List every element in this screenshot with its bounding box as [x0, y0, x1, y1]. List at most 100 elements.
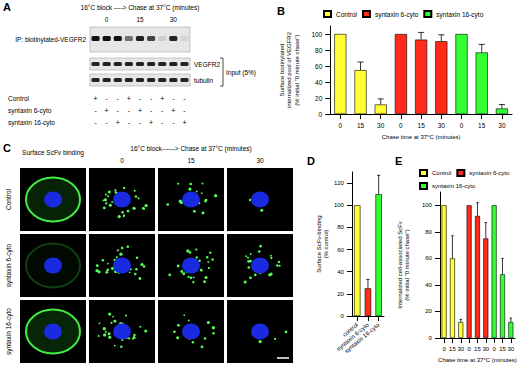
- svg-text:Chase time at 37°C (minutes): Chase time at 37°C (minutes): [382, 134, 461, 140]
- svg-text:-: -: [94, 107, 97, 114]
- svg-text:100: 100: [422, 202, 433, 208]
- svg-text:syntaxin 16-cyto: syntaxin 16-cyto: [436, 11, 483, 19]
- svg-text:40: 40: [315, 79, 323, 86]
- svg-text:+: +: [94, 95, 98, 102]
- svg-text:0: 0: [319, 111, 323, 118]
- svg-text:+: +: [149, 119, 153, 126]
- svg-text:Surface ScFv-binding: Surface ScFv-binding: [316, 215, 322, 272]
- svg-text:0: 0: [399, 122, 403, 129]
- svg-text:0: 0: [105, 16, 109, 23]
- svg-text:syntaxin 6-cyto: syntaxin 6-cyto: [469, 170, 510, 176]
- svg-text:30: 30: [170, 16, 178, 23]
- svg-text:D: D: [307, 155, 315, 167]
- svg-text:syntaxin 6-cyto: syntaxin 6-cyto: [5, 243, 13, 287]
- svg-text:VEGFR2: VEGFR2: [194, 61, 220, 68]
- svg-text:0: 0: [492, 346, 496, 352]
- svg-text:16°C block------> Chase at 37°: 16°C block------> Chase at 37°C (minutes…: [130, 145, 251, 153]
- svg-text:0: 0: [442, 346, 446, 352]
- svg-text:-: -: [139, 95, 142, 102]
- svg-text:-: -: [128, 107, 131, 114]
- svg-text:internalized pool of VEGFR2: internalized pool of VEGFR2: [286, 31, 292, 108]
- svg-text:30: 30: [457, 346, 464, 352]
- svg-text:+: +: [138, 107, 142, 114]
- svg-text:0: 0: [429, 335, 433, 341]
- svg-text:syntaxin 6-cyto: syntaxin 6-cyto: [375, 11, 419, 19]
- svg-text:-: -: [161, 107, 164, 114]
- svg-text:-: -: [172, 95, 175, 102]
- svg-text:15: 15: [187, 157, 195, 164]
- svg-text:C: C: [3, 142, 11, 154]
- svg-text:80: 80: [425, 229, 432, 235]
- svg-text:30: 30: [482, 346, 489, 352]
- svg-text:-: -: [161, 119, 164, 126]
- svg-text:B: B: [277, 5, 285, 17]
- svg-text:20: 20: [337, 291, 344, 297]
- svg-text:syntaxin 16-cyto: syntaxin 16-cyto: [344, 321, 382, 354]
- svg-text:IP: biotinylated-VEGFR2: IP: biotinylated-VEGFR2: [15, 36, 86, 44]
- svg-text:15: 15: [449, 346, 456, 352]
- svg-text:-: -: [117, 107, 120, 114]
- svg-text:(% initial "0 minute chase"): (% initial "0 minute chase"): [294, 34, 300, 105]
- svg-text:-: -: [183, 107, 186, 114]
- svg-text:-: -: [139, 119, 142, 126]
- svg-text:Control: Control: [5, 188, 12, 210]
- svg-text:30: 30: [507, 346, 514, 352]
- svg-text:30: 30: [438, 122, 446, 129]
- svg-text:Input (5%): Input (5%): [226, 69, 256, 77]
- svg-text:120: 120: [334, 180, 345, 186]
- svg-text:Surface biotinylated: Surface biotinylated: [279, 44, 285, 97]
- svg-text:80: 80: [337, 224, 344, 230]
- svg-text:0: 0: [460, 122, 464, 129]
- svg-text:60: 60: [425, 255, 432, 261]
- svg-text:syntaxin 16-cyto: syntaxin 16-cyto: [432, 183, 476, 189]
- svg-text:0: 0: [339, 122, 343, 129]
- svg-text:+: +: [160, 95, 164, 102]
- svg-text:-: -: [150, 95, 153, 102]
- svg-text:-: -: [105, 95, 108, 102]
- svg-text:100: 100: [311, 31, 322, 38]
- svg-text:-: -: [105, 119, 108, 126]
- svg-text:20: 20: [425, 308, 432, 314]
- svg-text:15: 15: [136, 16, 144, 23]
- svg-text:60: 60: [337, 247, 344, 253]
- svg-text:40: 40: [337, 269, 344, 275]
- svg-text:30: 30: [498, 122, 506, 129]
- svg-text:tubulin: tubulin: [194, 77, 214, 84]
- svg-text:syntaxin 16-cyto: syntaxin 16-cyto: [8, 119, 55, 127]
- svg-text:15: 15: [357, 122, 365, 129]
- svg-text:(% initial "0 minute chase"): (% initial "0 minute chase"): [404, 229, 410, 300]
- svg-text:60: 60: [315, 63, 323, 70]
- svg-text:15: 15: [499, 346, 506, 352]
- svg-text:+: +: [105, 107, 109, 114]
- svg-text:30: 30: [256, 157, 264, 164]
- svg-text:+: +: [171, 107, 175, 114]
- svg-text:0: 0: [120, 157, 124, 164]
- svg-text:-: -: [172, 119, 175, 126]
- svg-text:E: E: [395, 155, 402, 167]
- svg-text:+: +: [182, 119, 186, 126]
- svg-text:0: 0: [341, 313, 345, 319]
- svg-text:Chase time at 37°C (minutes): Chase time at 37°C (minutes): [438, 357, 517, 363]
- svg-text:Control: Control: [8, 95, 30, 102]
- svg-text:15: 15: [478, 122, 486, 129]
- svg-text:-: -: [117, 95, 120, 102]
- svg-text:(% control): (% control): [323, 229, 329, 258]
- svg-text:Internalized cell-associated S: Internalized cell-associated ScFv: [397, 221, 403, 309]
- svg-text:100: 100: [334, 202, 345, 208]
- svg-text:+: +: [116, 119, 120, 126]
- svg-text:20: 20: [315, 95, 323, 102]
- svg-text:Surface ScFv binding: Surface ScFv binding: [22, 149, 84, 157]
- svg-text:-: -: [94, 119, 97, 126]
- svg-text:15: 15: [418, 122, 426, 129]
- svg-text:A: A: [3, 1, 11, 13]
- svg-text:Control: Control: [432, 170, 451, 176]
- svg-text:15: 15: [474, 346, 481, 352]
- svg-text:80: 80: [315, 47, 323, 54]
- svg-text:syntaxin 6-cyto: syntaxin 6-cyto: [8, 107, 52, 115]
- svg-text:Control: Control: [336, 11, 358, 18]
- svg-text:30: 30: [377, 122, 385, 129]
- svg-text:16°C block ----> Chase at 37°C: 16°C block ----> Chase at 37°C (minutes): [81, 4, 200, 12]
- svg-text:-: -: [128, 119, 131, 126]
- svg-text:0: 0: [467, 346, 471, 352]
- svg-text:syntaxin 16-cyto: syntaxin 16-cyto: [5, 308, 13, 355]
